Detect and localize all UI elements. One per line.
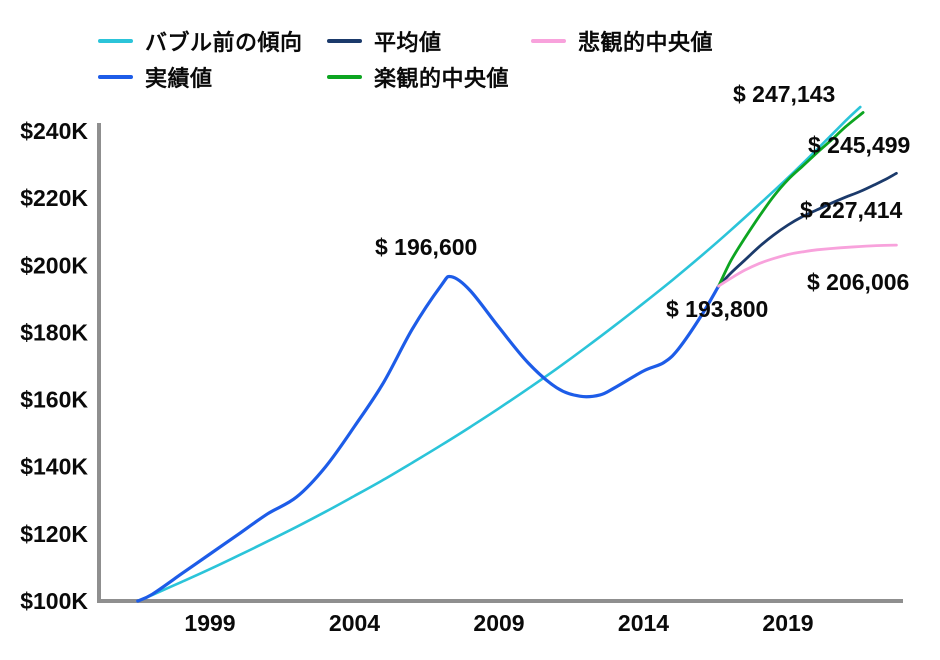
series-line-pessimistic-median bbox=[717, 243, 898, 288]
series-line-optimistic-median bbox=[717, 111, 865, 288]
annotation-actual-peak: $ 196,600 bbox=[375, 234, 478, 260]
legend-item-optimistic-median: 楽観的中央値 bbox=[327, 64, 510, 91]
pre-bubble-trend-swatch bbox=[98, 39, 133, 43]
y-tick-label: $180K bbox=[20, 319, 88, 345]
legend-label-pre-bubble-trend: バブル前の傾向 bbox=[145, 30, 303, 55]
legend-label-actual: 実績値 bbox=[145, 66, 213, 91]
y-tick-label: $220K bbox=[20, 185, 88, 211]
x-tick-label: 2019 bbox=[762, 610, 813, 636]
x-tick-label: 2009 bbox=[473, 610, 524, 636]
x-tick-label: 2004 bbox=[329, 610, 380, 636]
legend-item-pre-bubble-trend: バブル前の傾向 bbox=[98, 28, 303, 55]
annotation-pre-bubble-trend-end: $ 247,143 bbox=[733, 81, 836, 107]
legend-item-pessimistic-median: 悲観的中央値 bbox=[531, 28, 714, 55]
x-tick-label: 1999 bbox=[184, 610, 235, 636]
legend-label-optimistic-median: 楽観的中央値 bbox=[374, 66, 510, 91]
y-tick-label: $120K bbox=[20, 521, 88, 547]
legend-label-pessimistic-median: 悲観的中央値 bbox=[578, 30, 714, 55]
y-tick-label: $240K bbox=[20, 118, 88, 144]
x-tick-label: 2014 bbox=[618, 610, 669, 636]
series-line-actual bbox=[136, 274, 721, 603]
legend-item-actual: 実績値 bbox=[98, 64, 213, 91]
actual-swatch bbox=[98, 75, 133, 79]
y-tick-label: $100K bbox=[20, 588, 88, 614]
legend: バブル前の傾向 平均値 悲観的中央値 実績値 楽観的中央値 bbox=[0, 0, 940, 100]
y-tick-label: $140K bbox=[20, 454, 88, 480]
mean-swatch bbox=[327, 39, 362, 43]
annotation-actual-end: $ 193,800 bbox=[666, 296, 769, 322]
legend-label-mean: 平均値 bbox=[374, 30, 442, 55]
series-line-pre-bubble-trend bbox=[136, 105, 862, 603]
annotation-pessimistic-end: $ 206,006 bbox=[807, 269, 910, 295]
annotation-optimistic-end: $ 245,499 bbox=[808, 132, 911, 158]
series-line-mean bbox=[717, 171, 898, 288]
y-tick-label: $200K bbox=[20, 252, 88, 278]
y-tick-label: $160K bbox=[20, 387, 88, 413]
legend-item-mean: 平均値 bbox=[327, 28, 442, 55]
pessimistic-median-swatch bbox=[531, 39, 566, 43]
optimistic-median-swatch bbox=[327, 75, 362, 79]
annotation-mean-end: $ 227,414 bbox=[800, 197, 903, 223]
